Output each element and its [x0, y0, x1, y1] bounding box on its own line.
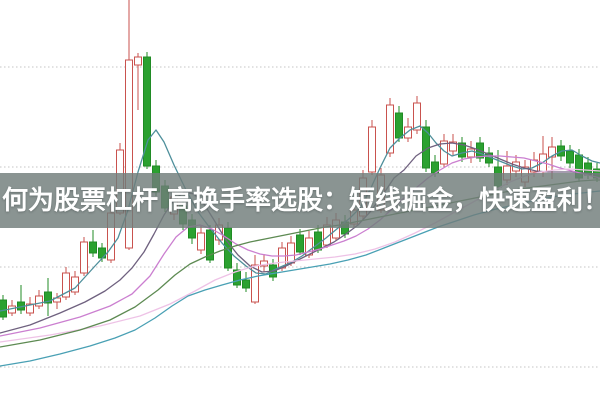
candle-body-down — [458, 142, 466, 158]
candle-body-up — [467, 148, 475, 158]
headline-text: 何为股票杠杆 高换手率选股：短线掘金，快速盈利！ — [2, 185, 600, 216]
candle-body-up — [80, 241, 88, 274]
headline-banner: 何为股票杠杆 高换手率选股：短线掘金，快速盈利！ — [0, 173, 600, 228]
candle-body-up — [125, 59, 133, 249]
candle-body-up — [197, 232, 205, 251]
candle-body-down — [206, 229, 214, 261]
candle-body-up — [413, 102, 421, 131]
candle-body-up — [26, 303, 34, 314]
candle-body-down — [89, 241, 97, 254]
candle-body-up — [62, 272, 70, 298]
candle-body-down — [566, 150, 574, 164]
candle-body-up — [449, 141, 457, 152]
candle-body-down — [314, 231, 322, 251]
candle-body-down — [395, 112, 403, 139]
candle-body-up — [404, 126, 412, 139]
ma-orchid — [0, 155, 600, 337]
candle-body-up — [287, 242, 295, 264]
candle-body-down — [0, 299, 7, 318]
candle-body-up — [251, 264, 259, 303]
candle-body-up — [35, 295, 43, 307]
candle-body-up — [368, 126, 376, 173]
candle-body-up — [386, 104, 394, 154]
candle-body-up — [134, 56, 142, 66]
candle-body-down — [233, 269, 241, 286]
candle-body-down — [242, 279, 250, 289]
candle-body-down — [44, 291, 52, 304]
candle-body-up — [548, 146, 556, 158]
candle-body-down — [296, 234, 304, 253]
candle-body-down — [143, 56, 151, 167]
ma-mid-purple — [0, 142, 600, 334]
